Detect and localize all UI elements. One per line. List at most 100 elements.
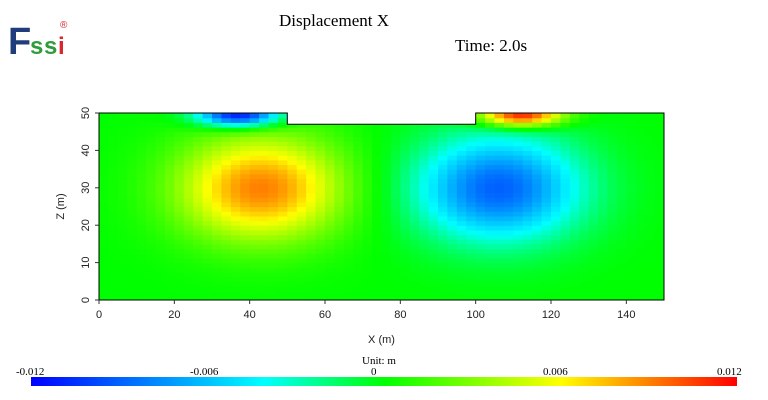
heatmap-cell [475, 173, 486, 180]
heatmap-cell [447, 253, 458, 259]
heatmap-cell [212, 248, 223, 254]
heatmap-cell [419, 150, 430, 156]
heatmap-cell [475, 220, 486, 226]
heatmap-cell [362, 239, 373, 245]
heatmap-cell [353, 131, 364, 137]
heatmap-cell [202, 239, 213, 245]
heatmap-cell [287, 211, 298, 217]
heatmap-cell [456, 131, 467, 137]
heatmap-cell [607, 159, 618, 166]
heatmap-cell [428, 113, 439, 119]
heatmap-cell [249, 248, 260, 254]
heatmap-cell [268, 285, 279, 292]
heatmap-cell [240, 183, 251, 189]
heatmap-cell [287, 178, 298, 184]
heatmap-cell [362, 192, 373, 198]
heatmap-cell [212, 187, 223, 194]
heatmap-cell [277, 192, 288, 198]
heatmap-cell [372, 145, 383, 151]
heatmap-cell [221, 117, 232, 123]
heatmap-cell [569, 141, 580, 147]
heatmap-cell [390, 187, 401, 194]
heatmap-cell [579, 127, 590, 133]
heatmap-cell [117, 169, 128, 175]
heatmap-cell [155, 173, 166, 180]
heatmap-cell [438, 155, 449, 161]
heatmap-cell [551, 145, 562, 151]
heatmap-cell [475, 169, 486, 175]
heatmap-cell [287, 206, 298, 212]
heatmap-cell [485, 234, 496, 240]
heatmap-cell [447, 290, 458, 296]
heatmap-cell [268, 197, 279, 203]
heatmap-cell [221, 183, 232, 189]
heatmap-cell [532, 117, 543, 123]
heatmap-cell [626, 243, 637, 250]
heatmap-cell [334, 117, 345, 123]
heatmap-cell [513, 211, 524, 217]
heatmap-cell [296, 183, 307, 189]
heatmap-cell [390, 271, 401, 278]
heatmap-cell [372, 211, 383, 217]
heatmap-cell [277, 285, 288, 292]
heatmap-cell [306, 253, 317, 259]
heatmap-cell [99, 187, 110, 194]
heatmap-cell [268, 206, 279, 212]
heatmap-cell [503, 243, 514, 250]
heatmap-cell [400, 211, 411, 217]
heatmap-cell [108, 239, 119, 245]
heatmap-cell [221, 192, 232, 198]
heatmap-cell [569, 164, 580, 170]
heatmap-cell [212, 197, 223, 203]
heatmap-cell [588, 276, 599, 282]
heatmap-cell [287, 155, 298, 161]
heatmap-cell [503, 127, 514, 133]
heatmap-cell [645, 281, 656, 287]
heatmap-cell [240, 187, 251, 194]
heatmap-cell [277, 253, 288, 259]
heatmap-cell [551, 262, 562, 268]
heatmap-cell [193, 197, 204, 203]
heatmap-cell [306, 150, 317, 156]
heatmap-cell [645, 169, 656, 175]
heatmap-cell [117, 131, 128, 137]
heatmap-cell [494, 197, 505, 203]
heatmap-cell [409, 159, 420, 166]
heatmap-cell [268, 234, 279, 240]
heatmap-cell [127, 257, 138, 264]
heatmap-cell [343, 253, 354, 259]
heatmap-cell [447, 178, 458, 184]
heatmap-cell [287, 271, 298, 278]
heatmap-cell [164, 243, 175, 250]
colorbar [31, 377, 737, 386]
heatmap-cell [466, 117, 477, 123]
heatmap-cell [155, 183, 166, 189]
heatmap-cell [202, 253, 213, 259]
heatmap-cell [494, 267, 505, 273]
heatmap-cell [164, 187, 175, 194]
heatmap-cell [249, 271, 260, 278]
heatmap-cell [400, 187, 411, 194]
heatmap-cell [99, 197, 110, 203]
heatmap-cell [400, 225, 411, 231]
heatmap-cell [438, 267, 449, 273]
heatmap-cell [419, 285, 430, 292]
heatmap-cell [400, 131, 411, 137]
heatmap-cell [626, 173, 637, 180]
heatmap-cell [541, 229, 552, 236]
heatmap-cell [607, 215, 618, 222]
heatmap-cell [155, 131, 166, 137]
heatmap-cell [438, 257, 449, 264]
heatmap-cell [494, 187, 505, 194]
heatmap-cell [221, 276, 232, 282]
heatmap-cell [541, 253, 552, 259]
heatmap-cell [155, 211, 166, 217]
heatmap-cell [513, 271, 524, 278]
heatmap-cell [164, 169, 175, 175]
heatmap-cell [635, 127, 646, 133]
heatmap-cell [230, 234, 241, 240]
heatmap-cell [409, 141, 420, 147]
heatmap-cell [240, 229, 251, 236]
heatmap-cell [325, 159, 336, 166]
heatmap-cell [287, 215, 298, 222]
